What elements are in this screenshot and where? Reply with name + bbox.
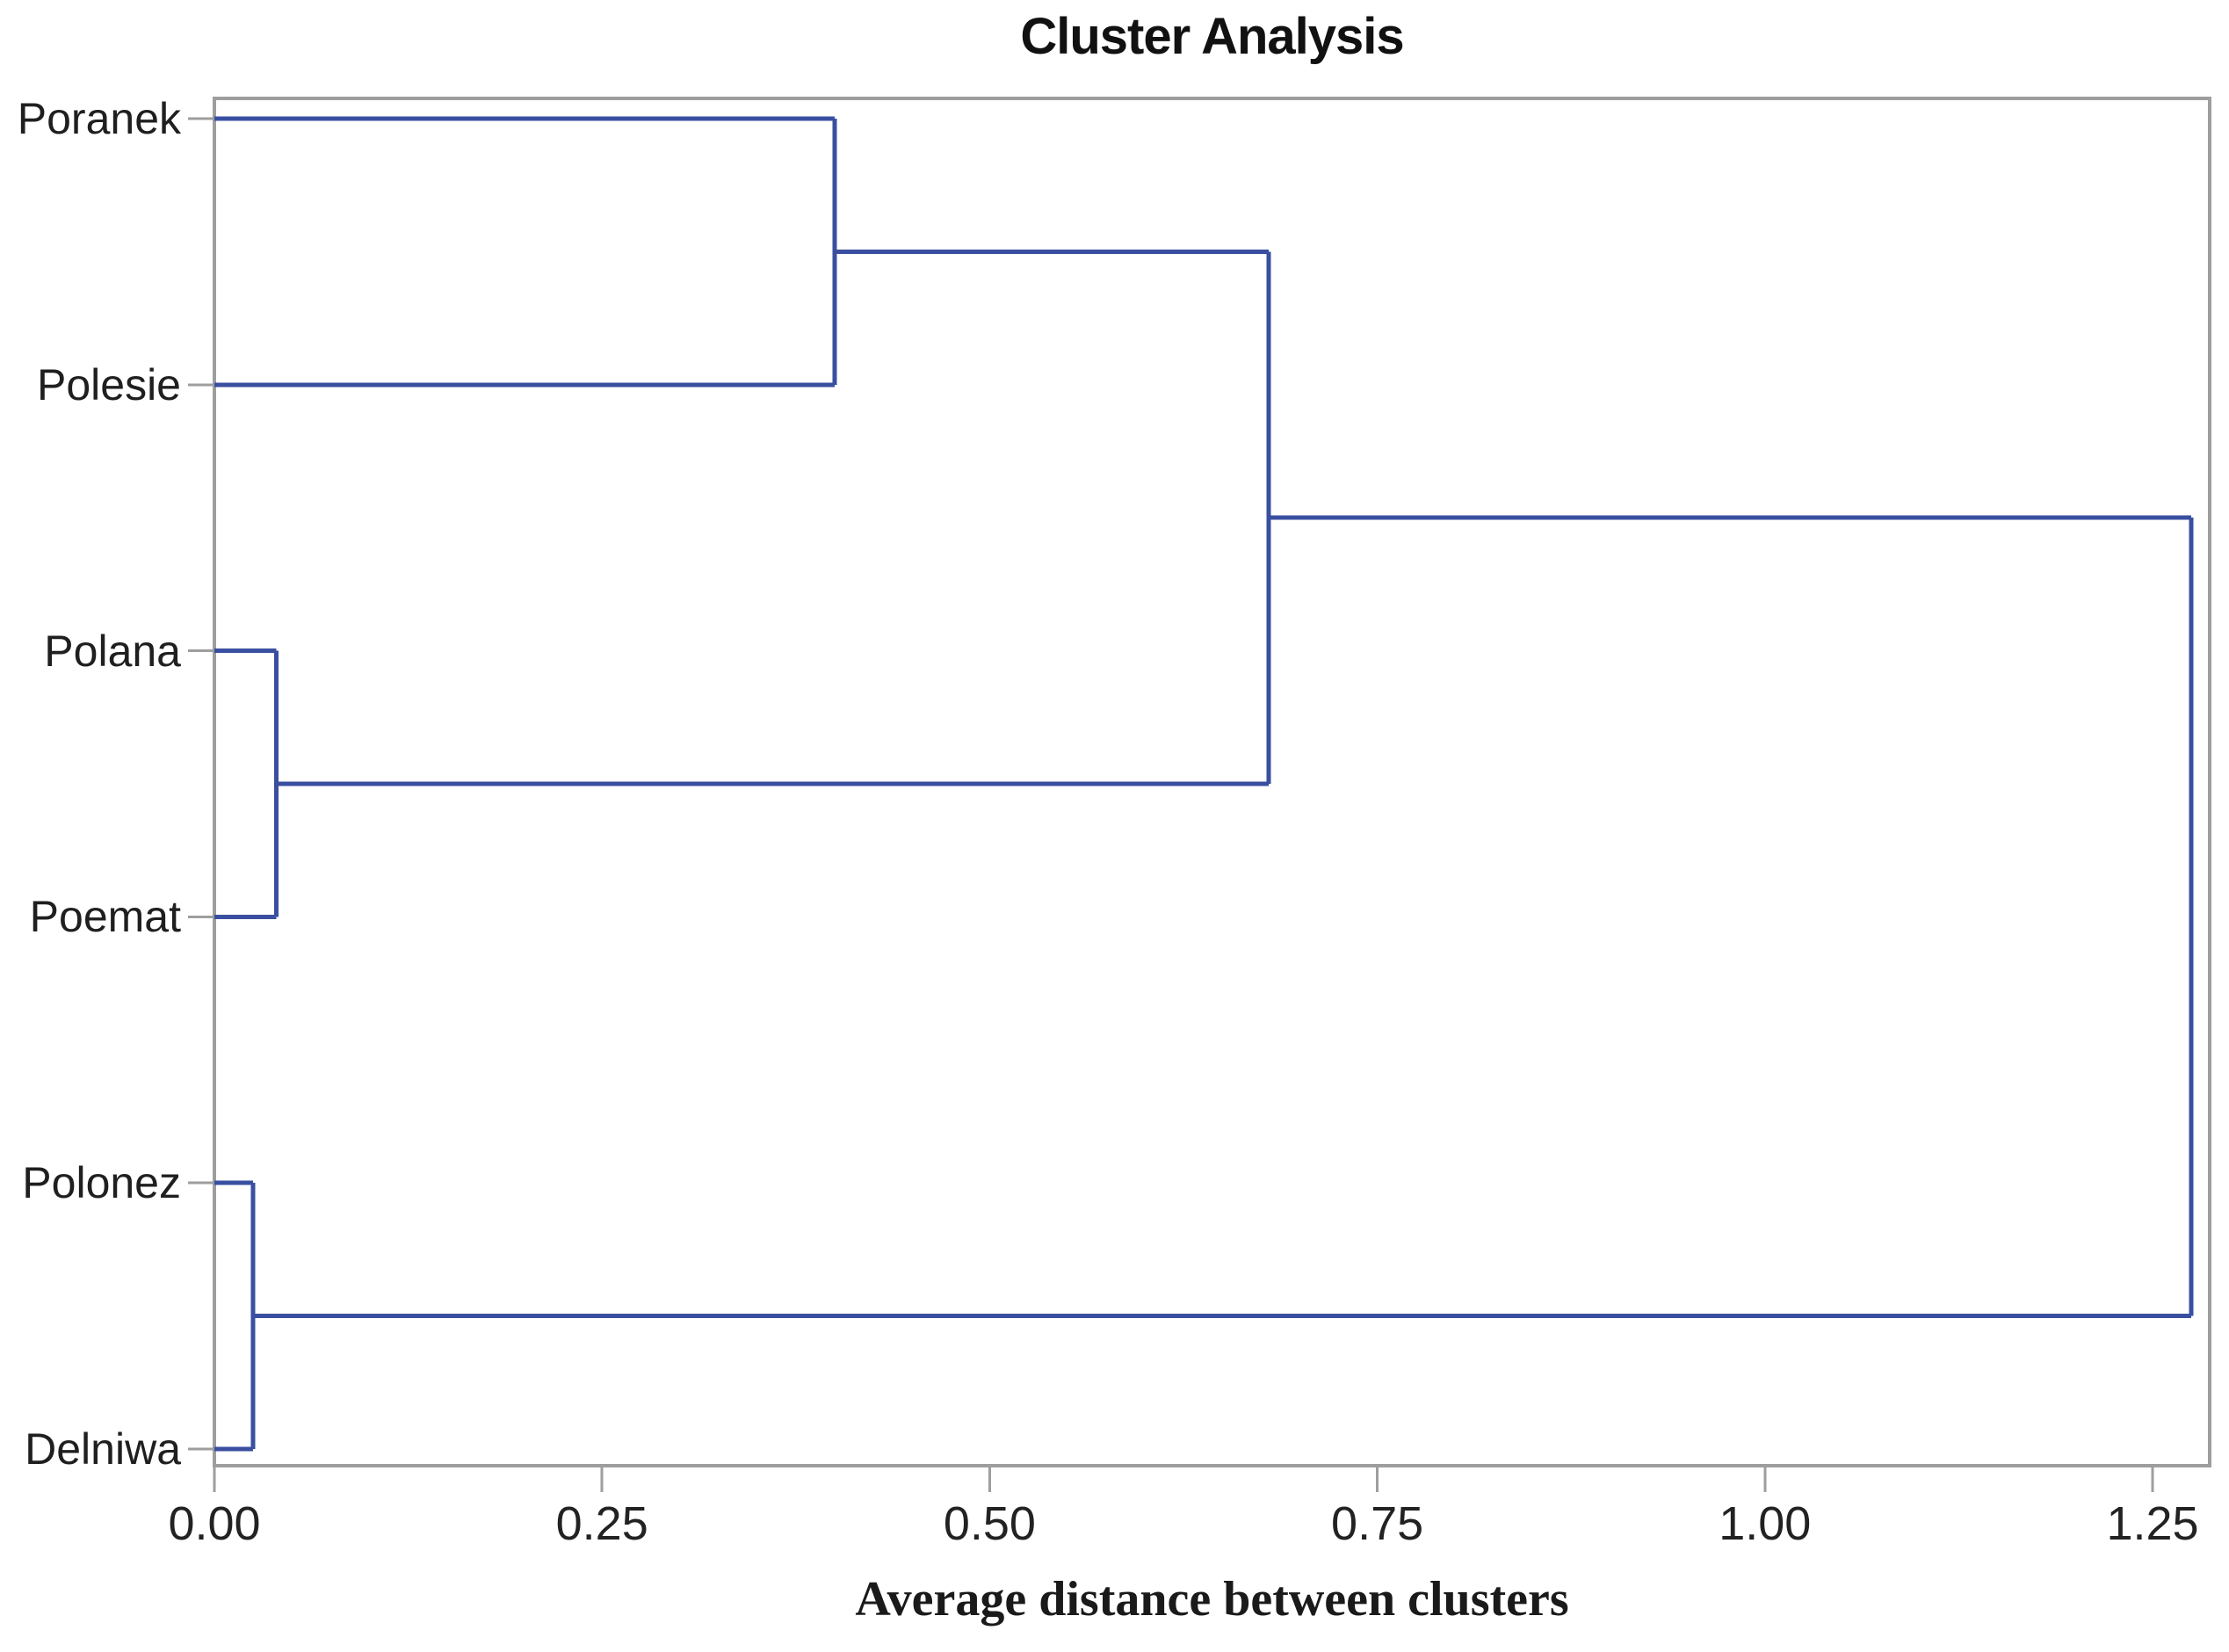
leaf-label-poemat: Poemat bbox=[29, 892, 181, 942]
leaf-label-polana: Polana bbox=[44, 626, 181, 676]
chart-title: Cluster Analysis bbox=[1020, 8, 1404, 65]
leaf-label-polesie: Polesie bbox=[37, 359, 181, 409]
x-tick-label-1.00: 1.00 bbox=[1719, 1497, 1812, 1550]
x-tick-label-1.25: 1.25 bbox=[2106, 1497, 2199, 1550]
x-tick-label-0.00: 0.00 bbox=[168, 1497, 261, 1550]
x-axis-title: Average distance between clusters bbox=[855, 1572, 1569, 1627]
leaf-label-delniwa: Delniwa bbox=[25, 1424, 181, 1474]
x-tick-label-0.50: 0.50 bbox=[943, 1497, 1036, 1550]
leaf-label-poranek: Poranek bbox=[17, 94, 181, 143]
x-tick-label-0.75: 0.75 bbox=[1331, 1497, 1424, 1550]
leaf-label-polonez: Polonez bbox=[22, 1158, 181, 1208]
x-tick-label-0.25: 0.25 bbox=[555, 1497, 648, 1550]
plot-border bbox=[213, 97, 2211, 1467]
